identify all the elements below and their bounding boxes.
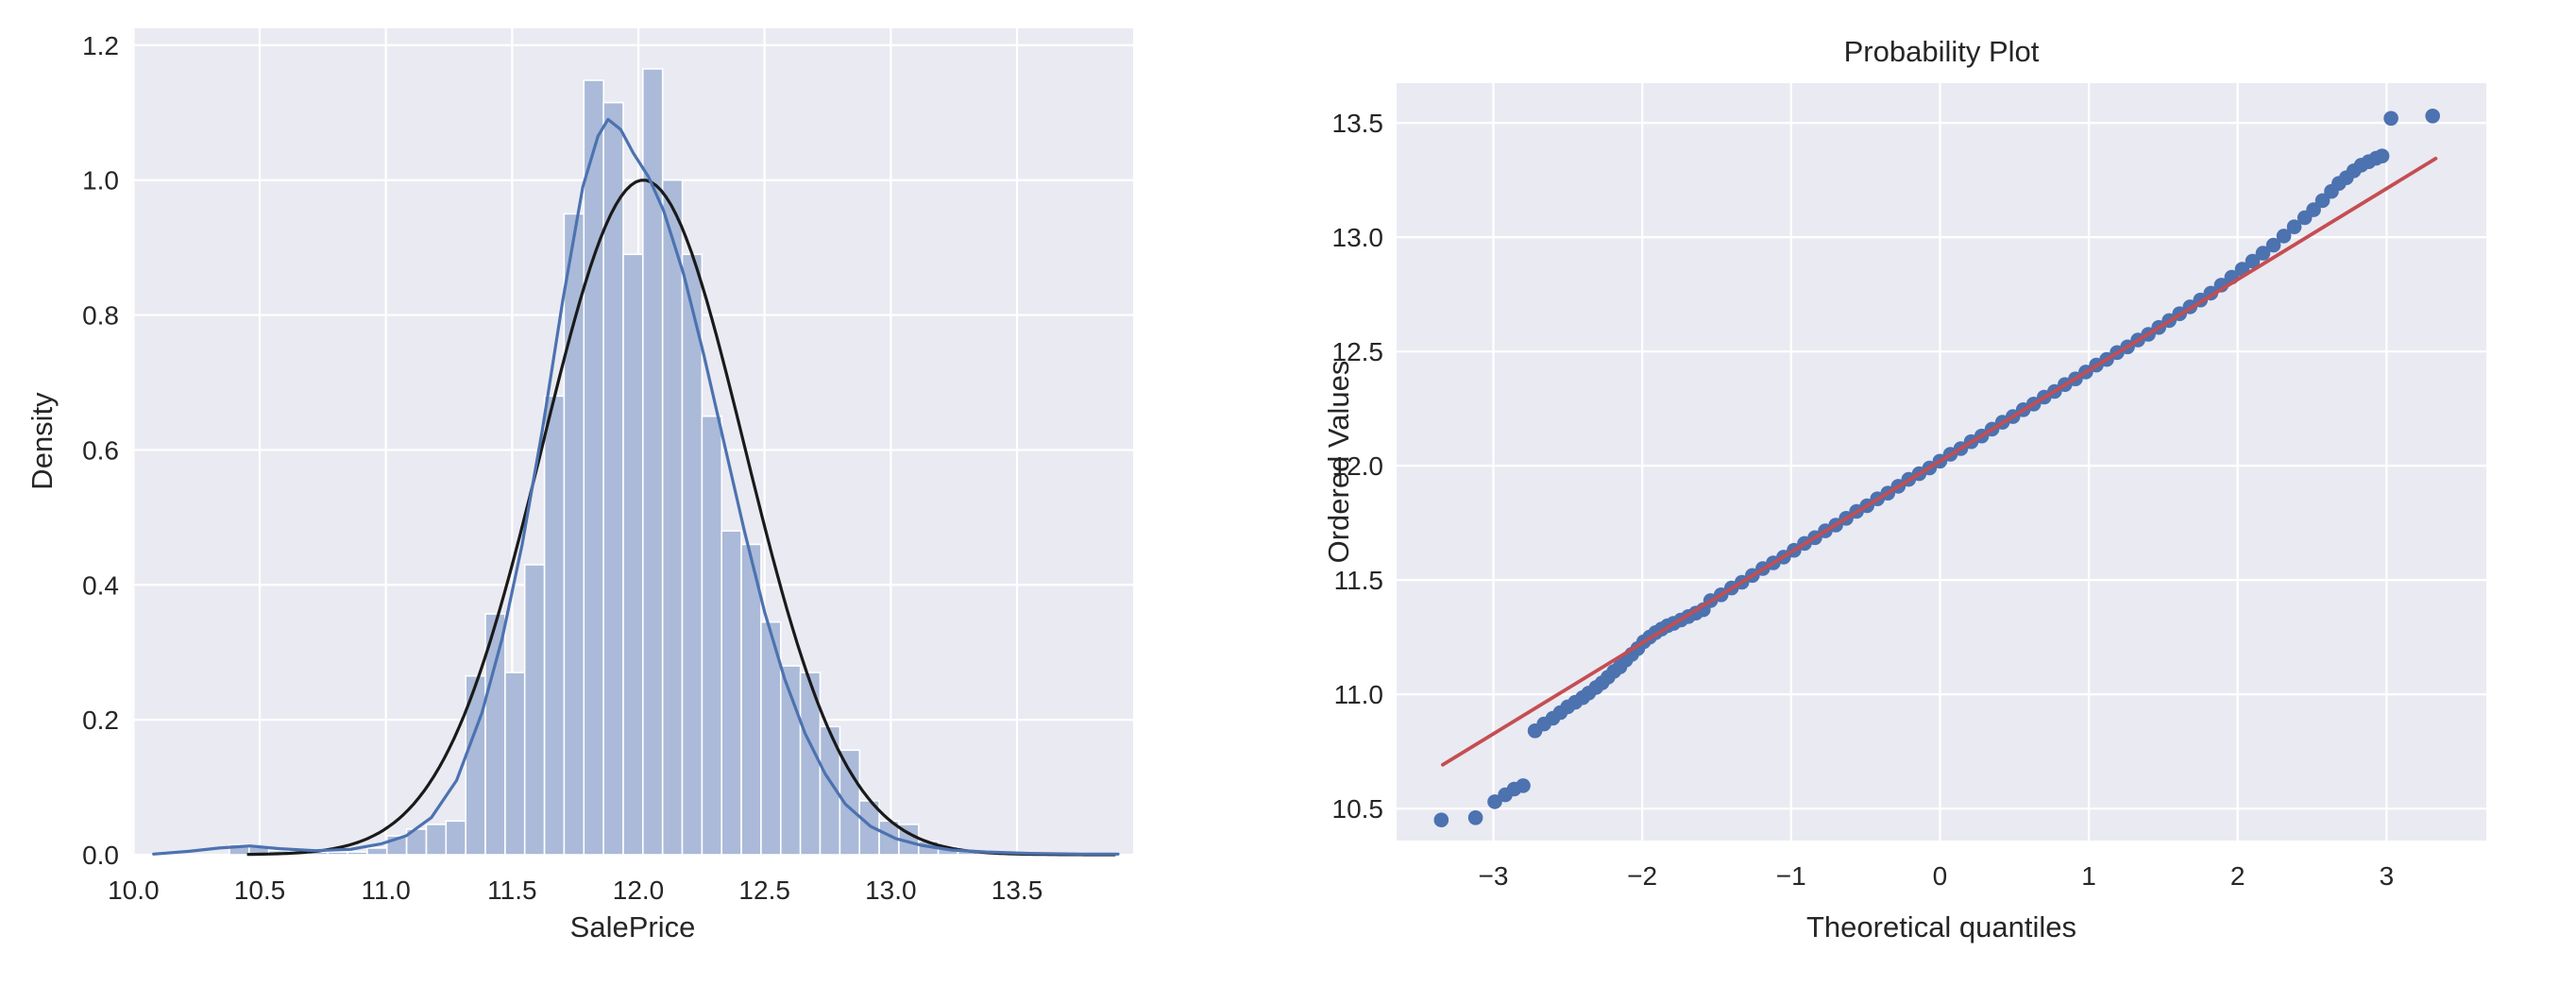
qq-point <box>2374 148 2390 163</box>
y-tick-label: 0.8 <box>82 301 119 331</box>
y-tick-label: 0.4 <box>82 570 119 600</box>
x-tick-label: 3 <box>2380 861 2395 891</box>
histogram-bar <box>445 820 466 856</box>
kde-curve <box>152 117 1120 856</box>
histogram-bar <box>523 564 546 856</box>
x-tick-label: 12.5 <box>738 876 790 905</box>
qq-point <box>2286 219 2302 234</box>
histogram-bar <box>563 212 585 856</box>
y-tick-label: 1.2 <box>82 31 119 60</box>
y-tick-label: 11.0 <box>1334 680 1383 709</box>
x-tick-label: 0 <box>1933 861 1948 891</box>
histogram-bar <box>366 847 388 856</box>
histogram-bar <box>720 530 742 856</box>
histogram-bar <box>583 79 604 856</box>
qq-point <box>1467 810 1483 825</box>
qq-point <box>1433 812 1449 827</box>
qq-point <box>2425 109 2440 124</box>
fit-line <box>1441 156 2438 767</box>
distplot: 10.0 10.5 11.0 11.5 12.0 12.5 13.0 13.5 0.0 0.2 0.… <box>82 28 1133 905</box>
histogram-bar <box>504 672 526 856</box>
y-tick-label: 12.5 <box>1332 337 1384 366</box>
density-axis-label: Density <box>25 392 59 490</box>
probability-plot-title: Probability Plot <box>1843 35 2040 68</box>
qq-point <box>2255 246 2271 261</box>
x-tick-label: 13.0 <box>865 876 917 905</box>
histogram-bar <box>701 415 723 856</box>
qq-point <box>2383 110 2398 127</box>
qq-point <box>2306 202 2321 217</box>
ordered-values-axis-label: Ordered Values <box>1322 360 1355 564</box>
x-tick-label: 10.5 <box>234 876 286 905</box>
x-tick-label: 10.0 <box>108 876 160 905</box>
probability-plot: −3 −2 −1 0 1 2 3 10.5 11.0 11.5 12.0 12.5 13.0 13.5 <box>1332 83 2486 891</box>
histogram-bar <box>425 824 448 856</box>
x-tick-label: 11.0 <box>361 876 410 905</box>
qq-point <box>1487 794 1502 809</box>
x-tick-label: 2 <box>2230 861 2246 891</box>
x-tick-label: 13.5 <box>991 876 1043 905</box>
qq-point <box>2276 229 2292 244</box>
y-tick-label: 1.0 <box>82 166 119 196</box>
theoretical-quantiles-axis-label: Theoretical quantiles <box>1805 910 2077 944</box>
y-tick-label: 11.5 <box>1334 566 1383 595</box>
qq-point <box>2314 193 2330 209</box>
y-tick-label: 12.0 <box>1332 451 1384 481</box>
y-tick-label: 0.2 <box>82 706 119 735</box>
histogram-bar <box>622 253 644 856</box>
y-tick-label: 10.5 <box>1332 794 1384 824</box>
x-tick-label: 12.0 <box>613 876 665 905</box>
y-tick-label: 13.0 <box>1332 223 1384 252</box>
qq-point <box>2265 237 2281 253</box>
histogram-bar <box>543 395 566 856</box>
qq-point <box>2245 253 2261 269</box>
saleprice-axis-label: SalePrice <box>569 910 696 944</box>
y-tick-label: 0.0 <box>82 841 119 870</box>
histogram-bar <box>661 178 684 856</box>
x-tick-label: 11.5 <box>487 876 536 905</box>
histogram-bar <box>681 253 703 856</box>
x-tick-label: −1 <box>1776 861 1806 891</box>
y-tick-label: 0.6 <box>82 435 119 465</box>
x-tick-label: 1 <box>2081 861 2096 891</box>
x-tick-label: −3 <box>1479 861 1509 891</box>
y-tick-label: 13.5 <box>1332 109 1384 138</box>
x-tick-label: −2 <box>1627 861 1657 891</box>
histogram-bar <box>347 851 368 856</box>
histogram-bar <box>602 101 624 856</box>
histogram-bar <box>327 851 348 856</box>
qq-point <box>1516 778 1531 793</box>
